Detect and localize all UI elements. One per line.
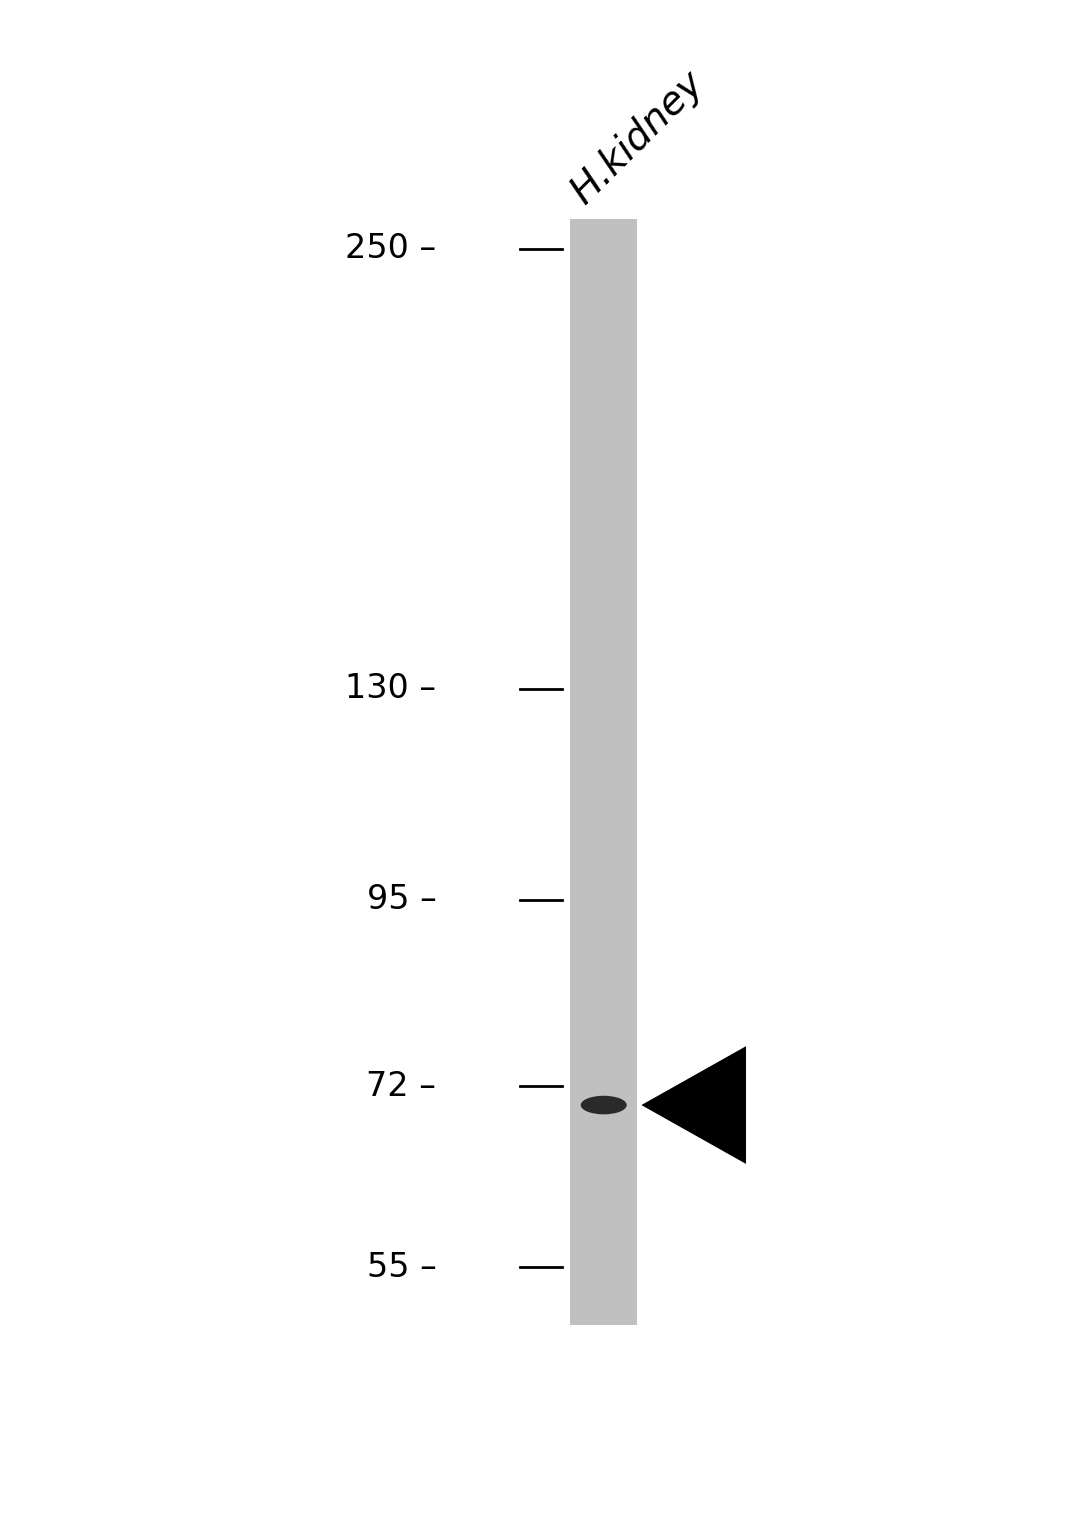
- Polygon shape: [642, 1046, 746, 1164]
- Text: 95 –: 95 –: [366, 884, 436, 916]
- Text: H.kidney: H.kidney: [564, 63, 712, 211]
- Ellipse shape: [581, 1096, 626, 1115]
- Text: 250 –: 250 –: [346, 232, 436, 265]
- Bar: [570, 219, 637, 1326]
- Text: 72 –: 72 –: [366, 1070, 436, 1102]
- Text: 130 –: 130 –: [346, 673, 436, 705]
- Text: 55 –: 55 –: [366, 1251, 436, 1284]
